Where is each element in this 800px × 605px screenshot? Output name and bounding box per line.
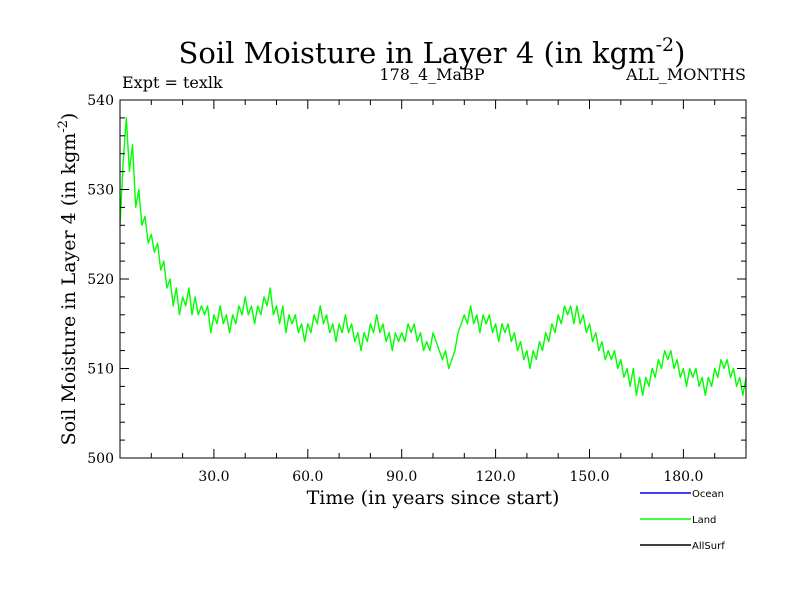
x-tick-label: 30.0 — [198, 469, 229, 485]
y-tick-label: 520 — [87, 272, 114, 288]
series-layer — [119, 117, 747, 397]
y-axis-label: Soil Moisture in Layer 4 (in kgm-2) — [56, 113, 80, 446]
subtitle-right: ALL_MONTHS — [625, 65, 746, 84]
subtitle-center: 178_4_MaBP — [379, 65, 484, 84]
plot-frame — [119, 99, 747, 459]
x-tick-label: 180.0 — [663, 469, 703, 485]
y-axis-label-close: ) — [58, 113, 80, 120]
ticks-layer: 30.0 60.0 90.0 120.0 150.0 180.0 500 510 520 530 5… — [87, 93, 746, 485]
legend-label-allsurf: AllSurf — [692, 541, 725, 552]
y-tick-label: 510 — [87, 362, 114, 378]
x-axis-label: Time (in years since start) — [307, 487, 560, 509]
x-tick-label: 120.0 — [476, 469, 516, 485]
y-tick-label: 500 — [87, 451, 114, 467]
y-tick-label: 530 — [87, 183, 114, 199]
x-tick-label: 90.0 — [386, 469, 417, 485]
chart-title-superscript: -2 — [656, 34, 675, 56]
y-tick-label: 540 — [87, 93, 114, 109]
chart-title-close: ) — [674, 36, 685, 70]
chart-title-main: Soil Moisture in Layer 4 (in kgm — [179, 36, 656, 70]
legend: Ocean Land AllSurf — [640, 489, 725, 552]
plot-area: 30.0 60.0 90.0 120.0 150.0 180.0 500 510 520 530 5… — [87, 93, 747, 485]
subtitle-left: Expt = texlk — [122, 73, 223, 92]
chart-title: Soil Moisture in Layer 4 (in kgm-2) — [179, 34, 686, 70]
legend-label-ocean: Ocean — [692, 489, 724, 500]
x-tick-label: 150.0 — [569, 469, 609, 485]
series-line-land — [119, 117, 747, 397]
x-tick-label: 60.0 — [292, 469, 323, 485]
legend-label-land: Land — [692, 515, 716, 526]
y-axis-label-superscript: -2 — [56, 120, 71, 133]
y-axis-label-main: Soil Moisture in Layer 4 (in kgm — [58, 133, 80, 446]
